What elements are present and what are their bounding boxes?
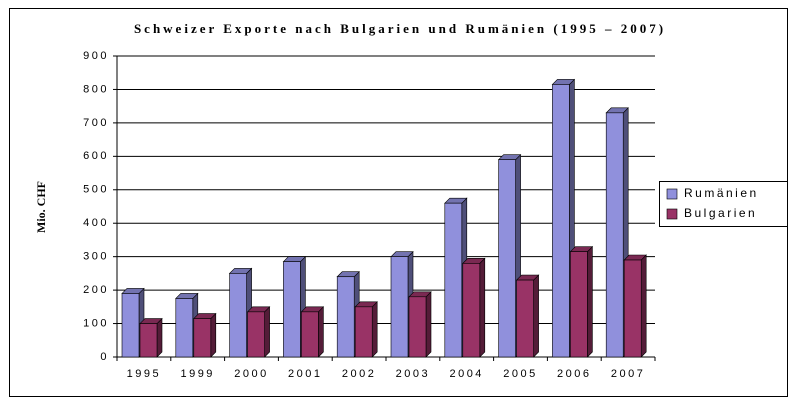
legend-label: Bulgarien bbox=[684, 206, 757, 220]
bar-front bbox=[193, 318, 212, 358]
bar-front bbox=[121, 293, 140, 358]
legend-swatch bbox=[666, 188, 678, 200]
bar-front bbox=[552, 84, 570, 358]
bar-side bbox=[210, 312, 217, 358]
legend bbox=[659, 181, 788, 227]
x-tick-label: 2005 bbox=[503, 368, 537, 380]
x-tick-label: 2003 bbox=[396, 368, 430, 380]
bar-front bbox=[498, 159, 516, 358]
bar-front bbox=[605, 112, 624, 358]
bar-front bbox=[229, 273, 247, 358]
x-tick-label: 2004 bbox=[449, 368, 483, 380]
x-tick-label: 2007 bbox=[611, 368, 645, 380]
bar-front bbox=[570, 251, 588, 358]
bar-side bbox=[587, 245, 593, 358]
x-tick-label: 2002 bbox=[342, 368, 376, 380]
bar-side bbox=[264, 306, 270, 358]
bar bbox=[515, 274, 540, 358]
bar bbox=[462, 257, 486, 358]
bar-front bbox=[139, 323, 158, 358]
bar-front bbox=[462, 263, 481, 358]
bar bbox=[246, 306, 271, 358]
legend-label: Rumänien bbox=[684, 186, 759, 200]
bar-front bbox=[444, 202, 463, 358]
y-tick-label: 900 bbox=[83, 50, 109, 62]
y-tick-label: 400 bbox=[83, 217, 109, 229]
bar bbox=[300, 306, 325, 358]
y-tick-label: 300 bbox=[83, 251, 109, 263]
x-tick-label: 2006 bbox=[557, 368, 591, 380]
bar-front bbox=[623, 259, 642, 358]
x-tick-label: 2000 bbox=[234, 368, 268, 380]
y-tick-label: 200 bbox=[83, 284, 109, 296]
bar-side bbox=[640, 254, 647, 358]
y-axis-label: Mio. CHF bbox=[34, 181, 48, 233]
bar-side bbox=[318, 306, 324, 358]
bar-front bbox=[336, 276, 355, 358]
y-tick-label: 500 bbox=[83, 184, 109, 196]
y-tick-label: 0 bbox=[100, 351, 109, 363]
chart-title: Schweizer Exporte nach Bulgarien und Rum… bbox=[134, 21, 666, 36]
bar-front bbox=[408, 296, 427, 358]
bar bbox=[354, 301, 378, 358]
y-tick-label: 800 bbox=[83, 83, 109, 95]
y-tick-label: 700 bbox=[83, 117, 109, 129]
bar-front bbox=[354, 306, 373, 358]
legend-swatch bbox=[666, 208, 678, 220]
bar-front bbox=[175, 298, 194, 358]
bar-side bbox=[479, 257, 486, 358]
bar-side bbox=[156, 317, 163, 358]
bar bbox=[569, 245, 594, 358]
x-tick-label: 1999 bbox=[180, 368, 214, 380]
y-tick-label: 600 bbox=[83, 150, 109, 162]
bar-front bbox=[390, 256, 409, 358]
bar-front bbox=[283, 261, 301, 358]
x-tick-label: 1995 bbox=[127, 368, 161, 380]
bar-side bbox=[371, 301, 378, 358]
bar-front bbox=[301, 311, 319, 358]
y-tick-label: 100 bbox=[83, 317, 109, 329]
bar-side bbox=[425, 291, 432, 358]
bar bbox=[193, 312, 217, 358]
bar bbox=[408, 291, 432, 358]
bar-front bbox=[247, 311, 265, 358]
x-tick-label: 2001 bbox=[288, 368, 322, 380]
bar-front bbox=[516, 279, 534, 358]
bar bbox=[139, 317, 163, 358]
bar bbox=[623, 254, 647, 358]
bar-side bbox=[533, 274, 539, 358]
